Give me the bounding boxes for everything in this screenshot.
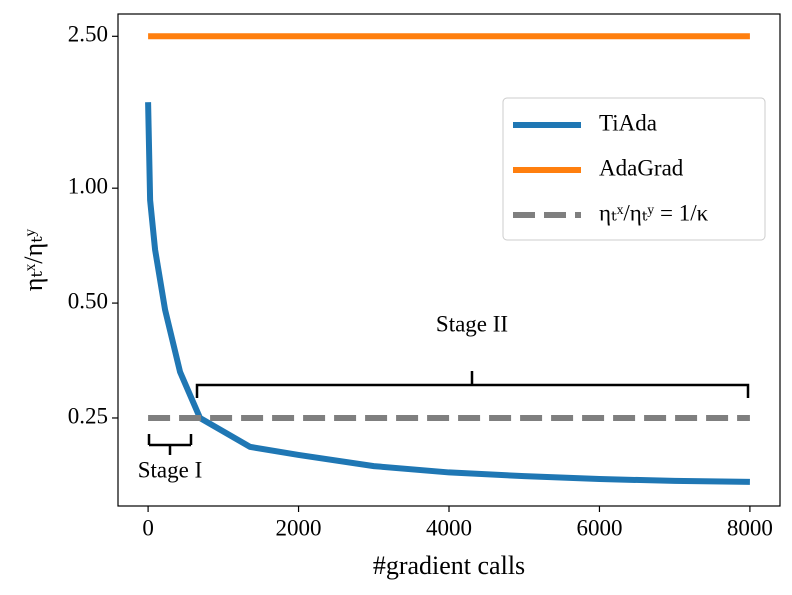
x-tick-label: 8000 [727,515,773,540]
legend-label: TiAda [599,110,657,135]
y-tick-label: 0.50 [68,288,108,313]
legend-box [502,97,766,241]
y-axis-label: ηₜˣ/ηₜʸ [19,228,48,291]
y-tick-label: 0.25 [68,403,108,428]
x-tick-label: 6000 [576,515,622,540]
plot-frame [117,13,781,507]
y-tick-label: 2.50 [68,22,108,47]
legend-label: ηₜˣ/ηₜʸ = 1/κ [599,200,709,225]
legend: TiAda AdaGrad ηₜˣ/ηₜʸ = 1/κ [502,97,766,241]
x-tick-label: 4000 [426,515,472,540]
x-tick-label: 2000 [276,515,322,540]
y-tick-label: 1.00 [68,173,108,198]
x-tick-label: 0 [142,515,154,540]
annotation: Stage I [138,457,203,482]
stage-two-bracket [195,371,750,398]
legend-label: AdaGrad [599,155,684,180]
stage-one-bracket [147,434,193,455]
brackets [147,371,750,455]
annotation: Stage II [436,311,508,336]
series-line [145,102,750,485]
x-axis-label: #gradient calls [373,551,525,580]
